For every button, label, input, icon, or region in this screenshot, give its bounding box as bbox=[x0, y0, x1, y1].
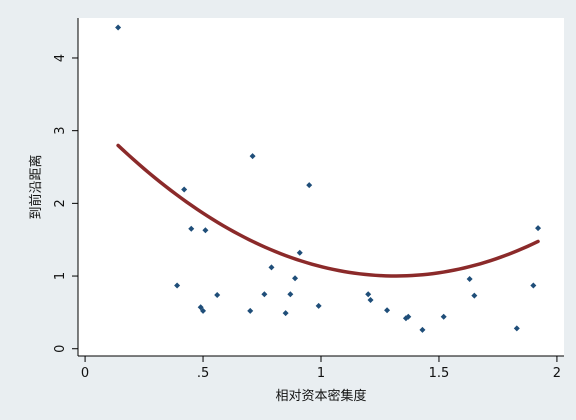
y-tick-label: 1 bbox=[53, 272, 68, 280]
data-point bbox=[174, 282, 181, 289]
data-point bbox=[306, 182, 313, 189]
data-point bbox=[261, 291, 268, 298]
data-point bbox=[292, 275, 299, 282]
data-point bbox=[513, 325, 520, 332]
data-point bbox=[247, 307, 254, 314]
data-point bbox=[367, 297, 374, 304]
data-point bbox=[535, 225, 542, 232]
plot-area bbox=[78, 18, 564, 356]
data-point bbox=[214, 291, 221, 298]
data-point bbox=[249, 153, 256, 160]
y-tick-label: 4 bbox=[53, 54, 68, 62]
x-tick-label: 1.5 bbox=[429, 366, 450, 381]
data-point bbox=[115, 24, 122, 31]
data-point bbox=[471, 292, 478, 299]
data-point bbox=[384, 307, 391, 314]
data-point bbox=[268, 264, 275, 271]
data-point bbox=[466, 275, 473, 282]
data-point bbox=[419, 326, 426, 333]
data-point bbox=[202, 227, 209, 234]
data-point bbox=[200, 307, 207, 314]
x-tick-label: 2 bbox=[553, 366, 561, 381]
data-points bbox=[115, 24, 542, 333]
data-point bbox=[296, 249, 303, 256]
x-tick-label: 1 bbox=[317, 366, 325, 381]
data-point bbox=[181, 186, 188, 193]
y-tick-label: 2 bbox=[53, 199, 68, 207]
data-point bbox=[365, 291, 372, 298]
data-point bbox=[287, 291, 294, 298]
x-ticks: 0 .5 1 1.5 2 bbox=[81, 356, 561, 381]
x-tick-label: 0 bbox=[81, 366, 89, 381]
fitted-curve bbox=[116, 143, 540, 278]
data-point bbox=[530, 282, 537, 289]
x-tick-label: .5 bbox=[197, 366, 209, 381]
data-point bbox=[282, 310, 289, 317]
y-tick-label: 3 bbox=[53, 127, 68, 135]
data-point bbox=[188, 225, 195, 232]
data-point bbox=[315, 302, 322, 309]
y-axis-title: 到前沿距离 bbox=[28, 154, 44, 219]
y-ticks: 0 1 2 3 4 bbox=[53, 54, 78, 353]
data-point bbox=[405, 313, 412, 320]
x-axis-title: 相对资本密集度 bbox=[275, 388, 366, 404]
data-point bbox=[440, 313, 447, 320]
y-tick-label: 0 bbox=[53, 345, 68, 353]
